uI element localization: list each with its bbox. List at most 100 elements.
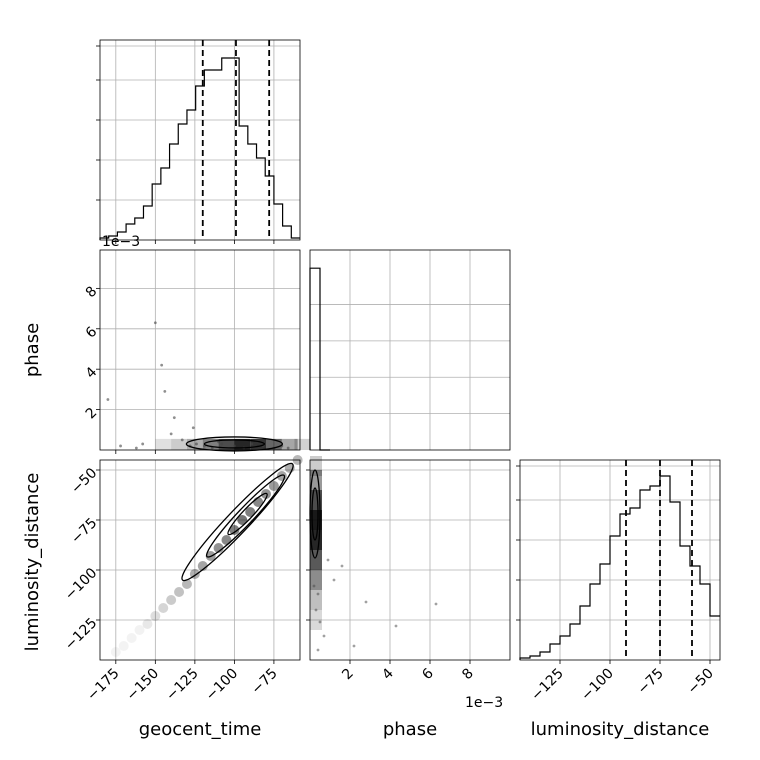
scatter-point	[172, 416, 176, 420]
density-cell	[310, 610, 322, 630]
density-point	[150, 611, 161, 621]
density-point	[229, 525, 240, 535]
scatter-point	[322, 634, 326, 638]
density-point	[110, 647, 121, 657]
axes-phase-hist	[309, 249, 511, 451]
scatter-point	[364, 600, 368, 604]
density-point	[181, 579, 192, 589]
contour	[203, 439, 266, 449]
tick-label-x: −75	[635, 666, 667, 698]
tick-label-x: −125	[528, 666, 567, 705]
density-point	[166, 595, 177, 605]
scatter-point	[318, 620, 322, 624]
tick-label-x: 2	[339, 666, 357, 684]
density-cell	[310, 550, 322, 570]
scatter-point	[340, 564, 344, 568]
tick-label-x: 6	[419, 665, 437, 683]
xlabel-luminosity_distance: luminosity_distance	[531, 719, 710, 740]
density-cell	[171, 438, 187, 450]
contour	[205, 474, 286, 558]
density-cell	[218, 438, 235, 450]
tick-label-y: −75	[68, 515, 100, 547]
density-point	[134, 625, 145, 635]
axes-frame	[99, 249, 301, 451]
tick-label-y: −100	[62, 565, 101, 604]
axes-luminosity_distance-hist: −125 −100 −75 −50	[516, 459, 721, 705]
tick-label-y: −125	[62, 615, 101, 654]
tick-label-x: −125	[163, 666, 202, 705]
axes-frame	[99, 459, 301, 661]
ylabel-luminosity_distance: luminosity_distance	[22, 473, 43, 652]
tick-label-y: −50	[68, 465, 100, 497]
ylabel-phase: phase	[22, 323, 43, 377]
tick-label-x: −75	[249, 666, 281, 698]
xlabel-phase: phase	[383, 719, 437, 740]
scatter-point	[180, 438, 184, 442]
tick-label-y: 4	[83, 364, 101, 382]
density-point	[158, 603, 169, 613]
density-point	[174, 587, 185, 597]
density-point	[118, 641, 129, 651]
tick-label-x: 4	[379, 665, 397, 683]
axes-frame	[309, 459, 511, 661]
density-point	[142, 619, 153, 629]
contour	[227, 492, 268, 536]
xlabel-geocent_time: geocent_time	[139, 719, 262, 740]
contour	[181, 462, 294, 582]
scatter-point	[352, 644, 356, 648]
offset-text-phase-x: 1e−3	[465, 695, 503, 711]
scatter-point	[326, 558, 330, 562]
scatter-point	[332, 578, 336, 582]
tick-label-x: 8	[459, 666, 477, 684]
scatter-point	[232, 444, 236, 448]
axes-luminosity_distance-vs-phase: 2 4 6 8	[306, 456, 511, 684]
density-cell	[202, 438, 219, 450]
tick-label-x: −175	[84, 666, 123, 705]
density-point	[197, 561, 208, 571]
tick-label-y: 6	[83, 324, 101, 342]
scatter-point	[134, 446, 138, 450]
density-cell	[186, 438, 203, 450]
density-point	[261, 489, 272, 499]
density-point	[268, 481, 279, 491]
density-point	[221, 535, 232, 545]
tick-label-x: −100	[578, 666, 617, 705]
density-cell	[294, 438, 311, 450]
scatter-point	[160, 363, 164, 367]
scatter-point	[394, 624, 398, 628]
scatter-point	[163, 390, 167, 393]
scatter-point	[153, 321, 157, 325]
scatter-point	[220, 442, 224, 446]
density-cell	[310, 456, 322, 476]
tick-label-y: 2	[83, 405, 101, 423]
contour	[185, 436, 284, 452]
axes-geocent_time-hist	[96, 39, 301, 244]
axes-luminosity_distance-vs-geocent_time: −175 −150 −125 −100 −75−125−100−75−50	[62, 455, 303, 704]
scatter-point	[106, 398, 110, 401]
density-cell	[250, 438, 267, 450]
tick-label-x: −100	[203, 666, 242, 705]
tick-label-x: −50	[685, 666, 717, 698]
tick-label-x: −150	[124, 666, 163, 705]
axes-frame	[519, 459, 721, 661]
axes-frame	[99, 39, 301, 241]
axes-frame	[309, 249, 511, 451]
scatter-point	[314, 608, 318, 612]
axes-phase-vs-geocent_time: 2 4 6 8	[83, 249, 311, 454]
scatter-point	[434, 602, 438, 606]
density-cell	[310, 570, 322, 590]
scatter-point	[316, 592, 320, 596]
density-point	[126, 633, 137, 643]
density-point	[237, 515, 248, 525]
scatter-point	[286, 446, 290, 450]
scatter-point	[169, 432, 173, 436]
contour	[311, 487, 319, 541]
offset-text-phase-y: 1e−3	[102, 234, 140, 250]
histogram-step	[309, 267, 330, 451]
histogram-step	[99, 57, 300, 240]
density-cell	[281, 438, 298, 450]
histogram-step	[519, 475, 720, 660]
scatter-point	[191, 426, 195, 430]
scatter-point	[195, 442, 198, 446]
